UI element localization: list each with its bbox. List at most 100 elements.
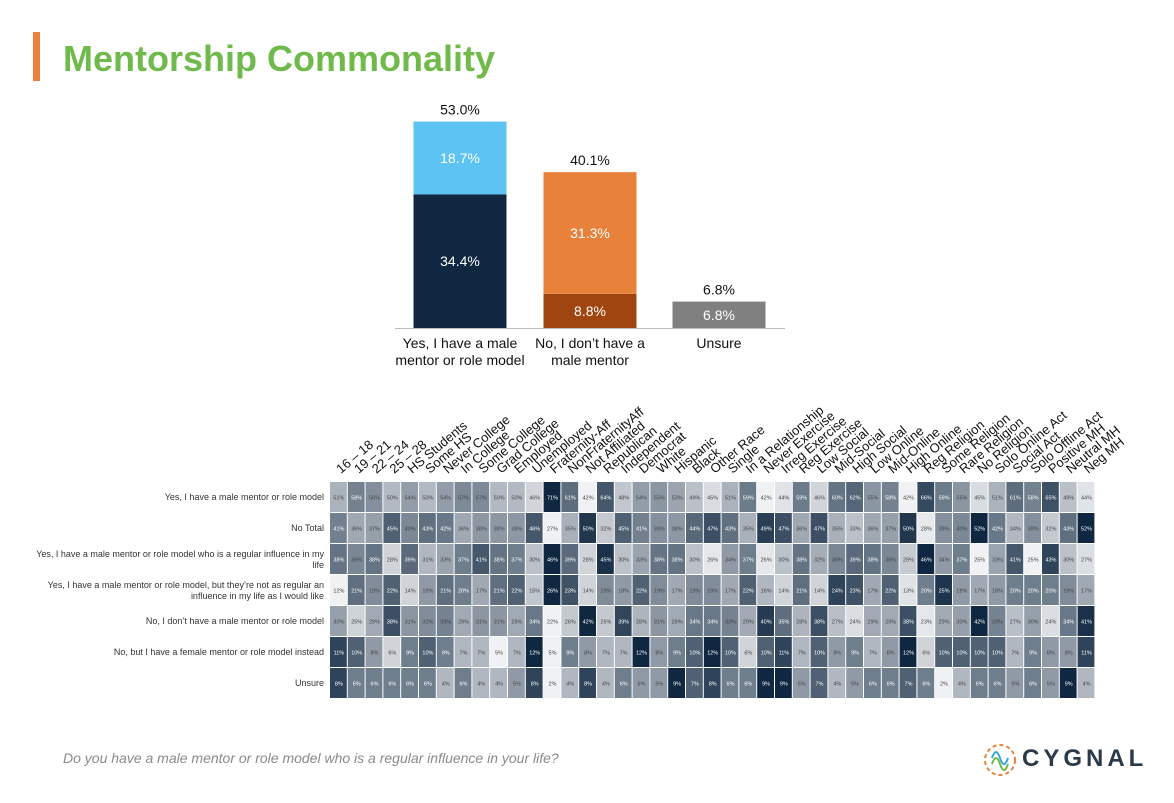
heatmap-cell: [810, 482, 828, 512]
heatmap-cell: [864, 482, 881, 512]
heatmap-cell: [864, 544, 881, 574]
heatmap-cell: [810, 575, 828, 605]
heatmap-cell: [330, 637, 347, 667]
heatmap-cell-value: 20%: [1028, 589, 1039, 595]
heatmap-cell: [561, 482, 579, 512]
heatmap-cell: [614, 482, 632, 512]
heatmap-cell: [508, 668, 525, 698]
heatmap-cell: [508, 575, 525, 605]
heatmap-cell-value: 32%: [814, 558, 825, 564]
heatmap-cell: [401, 606, 418, 636]
heatmap-cell: [1006, 482, 1024, 512]
heatmap-cell-value: 8%: [655, 651, 663, 657]
heatmap-cell: [543, 668, 561, 698]
heatmap-cell-value: 65%: [1045, 496, 1056, 502]
heatmap-cell-value: 28%: [583, 558, 594, 564]
heatmap-cell: [472, 668, 490, 698]
heatmap-cell-value: 8%: [887, 651, 895, 657]
heatmap-row-label: Yes, I have a male mentor or role model …: [36, 548, 324, 570]
heatmap-cell-value: 6%: [922, 651, 930, 657]
heatmap-cell-value: 45%: [600, 558, 611, 564]
heatmap-cell: [775, 544, 792, 574]
heatmap-cell-value: 29%: [743, 620, 754, 626]
heatmap-cell: [614, 606, 632, 636]
heatmap-cell: [419, 606, 436, 636]
heatmap-cell: [650, 482, 668, 512]
heatmap-cell-value: 20%: [921, 589, 932, 595]
heatmap-cell-value: 49%: [1063, 496, 1074, 502]
heatmap-cell: [1077, 606, 1095, 636]
heatmap-cell: [1042, 482, 1059, 512]
heatmap-cell-value: 59%: [743, 496, 754, 502]
heatmap-cell-value: 8%: [1047, 651, 1055, 657]
heatmap-cell: [1059, 544, 1077, 574]
heatmap-cell-value: 7%: [691, 682, 699, 688]
heatmap-cell: [1077, 513, 1095, 543]
logo-wordmark: CYGNAL: [1022, 745, 1148, 772]
heatmap-cell-value: 50%: [494, 496, 505, 502]
heatmap-cell-value: 51%: [992, 496, 1003, 502]
heatmap-cell: [988, 606, 1006, 636]
heatmap-cell: [899, 637, 917, 667]
heatmap-cell-value: 42%: [974, 620, 985, 626]
page-title: Mentorship Commonality: [63, 38, 496, 79]
heatmap-cell-value: 23%: [921, 620, 932, 626]
heatmap-cell: [419, 668, 436, 698]
heatmap-cell-value: 30%: [618, 558, 629, 564]
heatmap-cell-value: 58%: [1028, 496, 1039, 502]
heatmap-cell-value: 22%: [885, 589, 896, 595]
heatmap-cell-value: 9%: [673, 651, 681, 657]
heatmap-cell-value: 4%: [1083, 682, 1091, 688]
heatmap-cell-value: 24%: [850, 620, 861, 626]
heatmap-cell-value: 38%: [903, 620, 914, 626]
heatmap-cell-value: 28%: [921, 527, 932, 533]
heatmap-cell-value: 9%: [566, 651, 574, 657]
heatmap-cell-value: 50%: [422, 496, 433, 502]
heatmap-cell: [632, 668, 650, 698]
heatmap-cell: [721, 575, 739, 605]
heatmap-cell-value: 38%: [814, 620, 825, 626]
heatmap-cell-value: 49%: [689, 496, 700, 502]
heatmap-cell: [597, 606, 614, 636]
heatmap-cell: [579, 668, 596, 698]
heatmap-cell: [970, 544, 988, 574]
heatmap-cell-value: 30%: [778, 558, 789, 564]
heatmap-cell-value: 6%: [353, 682, 361, 688]
heatmap-cell-value: 26%: [600, 620, 611, 626]
title-accent-bar: [33, 32, 40, 81]
heatmap-cell: [614, 668, 632, 698]
heatmap-cell: [757, 637, 774, 667]
heatmap-cell: [757, 668, 774, 698]
heatmap-cell-value: 50%: [511, 496, 522, 502]
heatmap-cell-value: 6%: [388, 682, 396, 688]
heatmap-cell: [472, 482, 490, 512]
heatmap-cell: [686, 668, 703, 698]
heatmap-cell: [632, 575, 650, 605]
heatmap-cell: [1042, 668, 1059, 698]
heatmap-cell: [970, 606, 988, 636]
heatmap-cell: [917, 513, 935, 543]
heatmap-cell: [917, 637, 935, 667]
heatmap-cell-value: 43%: [422, 527, 433, 533]
heatmap-cell: [365, 544, 383, 574]
heatmap-cell-value: 18%: [422, 589, 433, 595]
heatmap-cell-value: 45%: [387, 527, 398, 533]
heatmap-cell-value: 29%: [903, 558, 914, 564]
heatmap-cell-value: 38%: [672, 558, 683, 564]
heatmap-cell: [401, 544, 418, 574]
stacked-bar-chart: 34.4% 18.7% 53.0% 8.8% 31.3% 40.1% 6.8% 6.8%: [395, 102, 785, 329]
heatmap-cell-value: 47%: [778, 527, 789, 533]
heatmap-cell-value: 6%: [1029, 682, 1037, 688]
heatmap-cell-value: 54%: [440, 496, 451, 502]
bar-segment: [672, 301, 766, 328]
heatmap-cell: [899, 513, 917, 543]
heatmap-cell: [757, 575, 774, 605]
heatmap-cell: [347, 668, 365, 698]
heatmap-cell-value: 59%: [939, 496, 950, 502]
heatmap-cell-value: 5%: [1047, 682, 1055, 688]
heatmap-cell-value: 33%: [850, 527, 861, 533]
heatmap-cell: [935, 513, 952, 543]
heatmap-cell-value: 25%: [974, 558, 985, 564]
heatmap-cell-value: 56%: [369, 496, 380, 502]
heatmap-cell: [970, 513, 988, 543]
